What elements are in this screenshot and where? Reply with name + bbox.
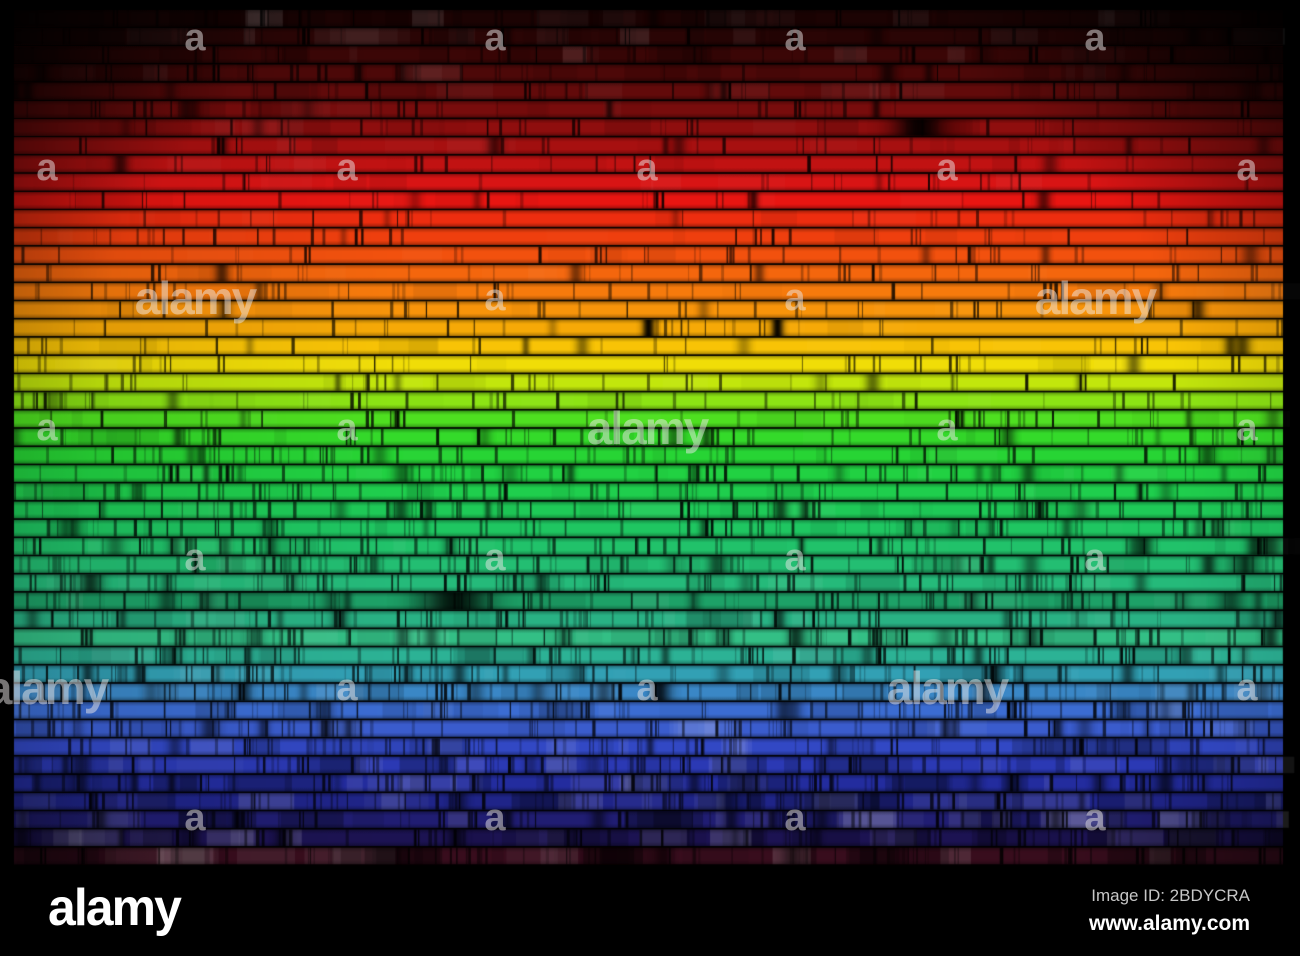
alamy-footer-bar: alamy Image ID: 2BDYCRA www.alamy.com xyxy=(0,866,1300,956)
image-id-text: Image ID: 2BDYCRA xyxy=(1091,886,1250,905)
footer-meta: Image ID: 2BDYCRA www.alamy.com xyxy=(1089,886,1250,937)
alamy-logo: alamy xyxy=(48,879,182,937)
alamy-url-text: www.alamy.com xyxy=(1088,912,1250,936)
solar-spectrum-image xyxy=(0,0,1300,866)
